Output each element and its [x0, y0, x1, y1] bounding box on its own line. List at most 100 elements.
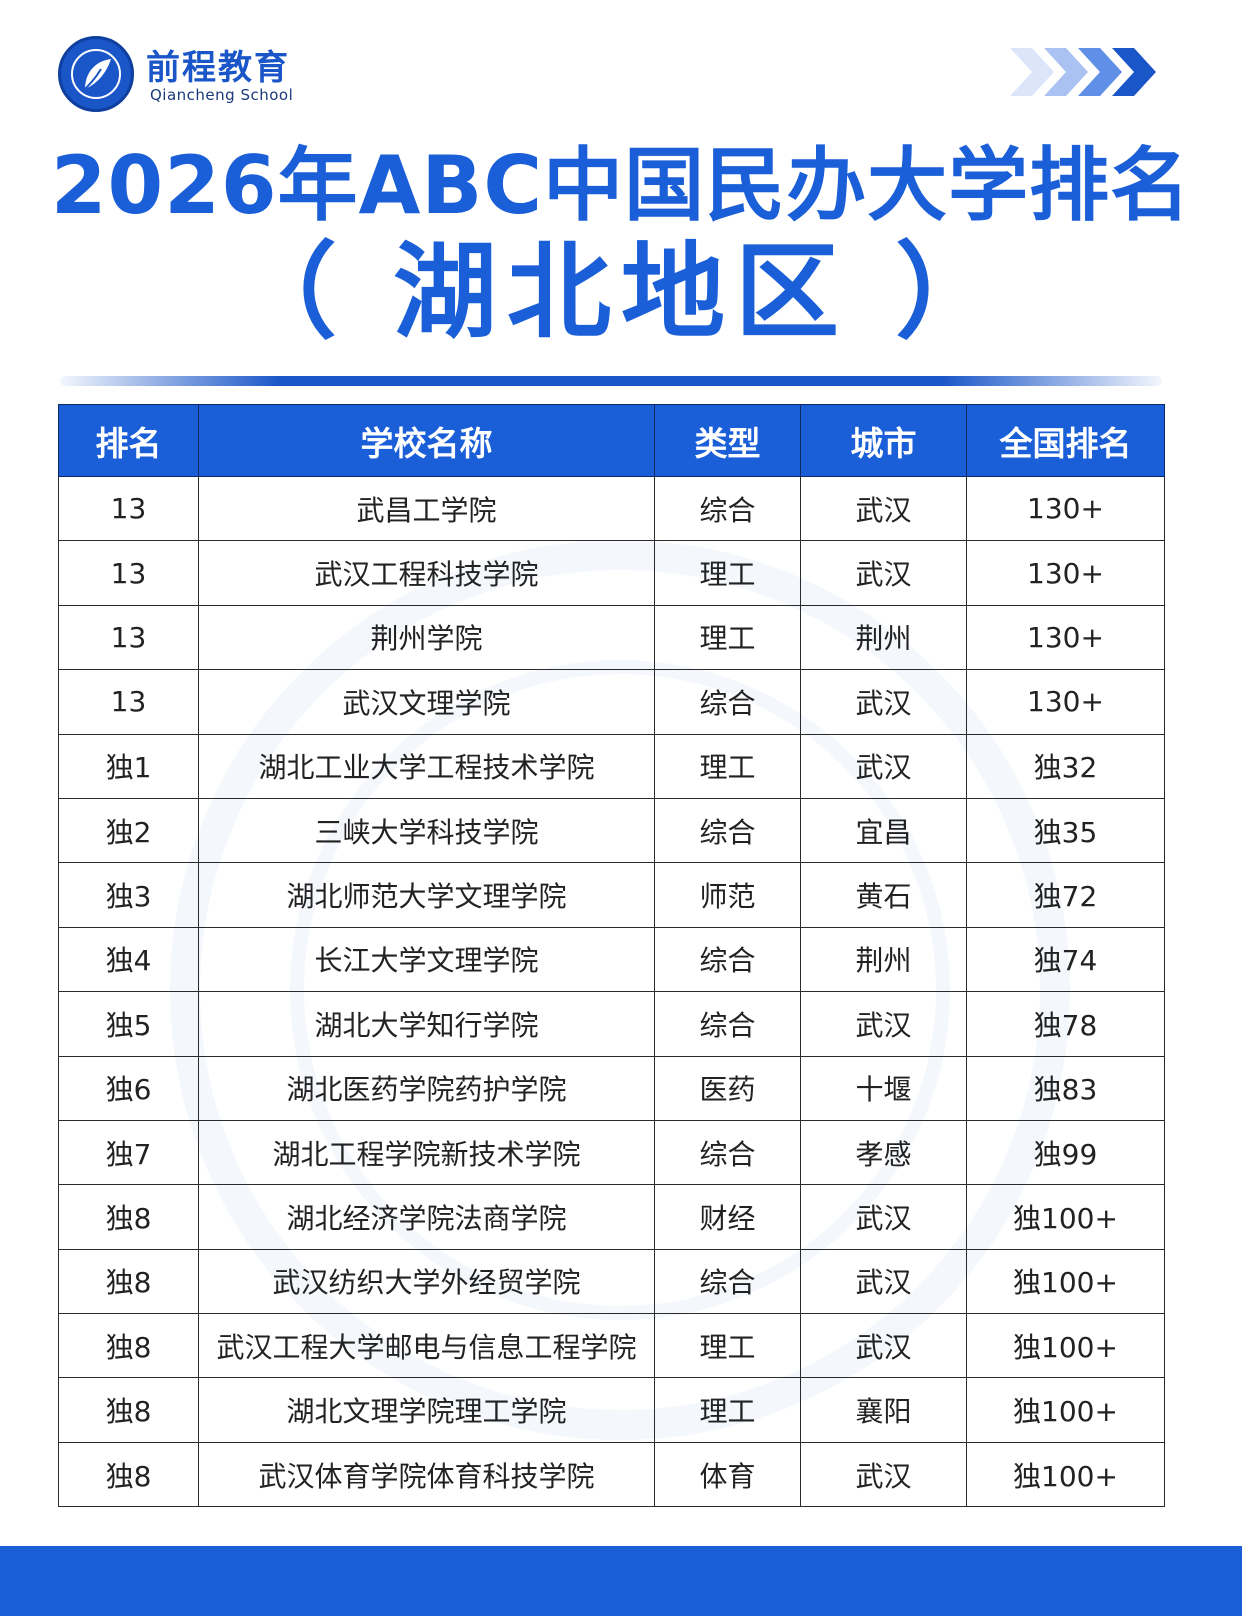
- cell-rank: 13: [58, 669, 199, 735]
- table-row: 独8 武汉纺织大学外经贸学院 综合 武汉 独100+: [58, 1248, 1165, 1315]
- cell-national-rank: 独78: [966, 991, 1165, 1057]
- cell-national-rank: 独99: [966, 1119, 1165, 1186]
- cell-school-name: 湖北经济学院法商学院: [198, 1184, 655, 1250]
- cell-school-name: 湖北文理学院理工学院: [198, 1377, 655, 1443]
- cell-rank: 13: [58, 540, 199, 606]
- header-type: 类型: [654, 404, 801, 477]
- table-row: 13 武昌工学院 综合 武汉 130+: [58, 475, 1165, 542]
- cell-type: 理工: [654, 604, 801, 671]
- cell-type: 综合: [654, 669, 801, 735]
- cell-national-rank: 130+: [966, 475, 1165, 542]
- cell-school-name: 湖北师范大学文理学院: [198, 862, 655, 928]
- cell-type: 综合: [654, 926, 801, 993]
- table-row: 独1 湖北工业大学工程技术学院 理工 武汉 独32: [58, 733, 1165, 799]
- table-row: 13 武汉文理学院 综合 武汉 130+: [58, 669, 1165, 735]
- header-national-rank: 全国排名: [966, 404, 1165, 477]
- ranking-table: 排名 学校名称 类型 城市 全国排名 13 武昌工学院 综合 武汉 130+ 13 武汉工…: [58, 404, 1165, 1508]
- cell-type: 理工: [654, 1313, 801, 1379]
- leaf-icon: [82, 59, 111, 92]
- table-row: 独8 湖北文理学院理工学院 理工 襄阳 独100+: [58, 1377, 1165, 1443]
- cell-rank: 独7: [58, 1119, 199, 1186]
- table-row: 13 武汉工程科技学院 理工 武汉 130+: [58, 540, 1165, 606]
- cell-school-name: 湖北工程学院新技术学院: [198, 1119, 655, 1186]
- cell-type: 师范: [654, 862, 801, 928]
- footer-bar: [0, 1546, 1242, 1616]
- cell-national-rank: 130+: [966, 604, 1165, 671]
- cell-type: 医药: [654, 1055, 801, 1121]
- cell-city: 武汉: [800, 1248, 967, 1315]
- cell-school-name: 武昌工学院: [198, 475, 655, 542]
- brand-logo: 前程教育 Qiancheng School: [58, 36, 318, 112]
- cell-school-name: 三峡大学科技学院: [198, 797, 655, 864]
- cell-rank: 独6: [58, 1055, 199, 1121]
- cell-rank: 独8: [58, 1248, 199, 1315]
- cell-type: 财经: [654, 1184, 801, 1250]
- cell-rank: 独2: [58, 797, 199, 864]
- cell-type: 理工: [654, 733, 801, 799]
- cell-rank: 13: [58, 475, 199, 542]
- cell-national-rank: 130+: [966, 669, 1165, 735]
- table-row: 独5 湖北大学知行学院 综合 武汉 独78: [58, 991, 1165, 1057]
- cell-national-rank: 独100+: [966, 1441, 1165, 1508]
- cell-city: 武汉: [800, 1313, 967, 1379]
- table-row: 独4 长江大学文理学院 综合 荆州 独74: [58, 926, 1165, 993]
- cell-type: 综合: [654, 991, 801, 1057]
- cell-school-name: 武汉工程科技学院: [198, 540, 655, 606]
- cell-rank: 独8: [58, 1377, 199, 1443]
- cell-city: 武汉: [800, 1184, 967, 1250]
- cell-school-name: 武汉工程大学邮电与信息工程学院: [198, 1313, 655, 1379]
- cell-school-name: 武汉纺织大学外经贸学院: [198, 1248, 655, 1315]
- header-school-name: 学校名称: [198, 404, 655, 477]
- cell-city: 十堰: [800, 1055, 967, 1121]
- cell-city: 武汉: [800, 475, 967, 542]
- cell-city: 荆州: [800, 604, 967, 671]
- table-row: 独3 湖北师范大学文理学院 师范 黄石 独72: [58, 862, 1165, 928]
- cell-type: 综合: [654, 1119, 801, 1186]
- header-city: 城市: [800, 404, 967, 477]
- cell-city: 武汉: [800, 733, 967, 799]
- logo-seal-icon: [58, 36, 134, 112]
- cell-rank: 独5: [58, 991, 199, 1057]
- cell-city: 武汉: [800, 669, 967, 735]
- table-row: 独2 三峡大学科技学院 综合 宜昌 独35: [58, 797, 1165, 864]
- cell-school-name: 武汉体育学院体育科技学院: [198, 1441, 655, 1508]
- table-row: 独8 湖北经济学院法商学院 财经 武汉 独100+: [58, 1184, 1165, 1250]
- cell-rank: 13: [58, 604, 199, 671]
- cell-city: 武汉: [800, 1441, 967, 1508]
- header-rank: 排名: [58, 404, 199, 477]
- chevron-arrows-icon: [1010, 48, 1156, 96]
- cell-type: 理工: [654, 540, 801, 606]
- cell-rank: 独8: [58, 1441, 199, 1508]
- cell-rank: 独8: [58, 1184, 199, 1250]
- table-row: 独7 湖北工程学院新技术学院 综合 孝感 独99: [58, 1119, 1165, 1186]
- cell-type: 综合: [654, 1248, 801, 1315]
- brand-name-cn: 前程教育: [146, 48, 290, 88]
- page-title: 2026年ABC中国民办大学排名: [50, 139, 1192, 232]
- cell-school-name: 武汉文理学院: [198, 669, 655, 735]
- cell-type: 综合: [654, 797, 801, 864]
- cell-national-rank: 独100+: [966, 1377, 1165, 1443]
- cell-national-rank: 独32: [966, 733, 1165, 799]
- cell-city: 武汉: [800, 540, 967, 606]
- cell-school-name: 湖北大学知行学院: [198, 991, 655, 1057]
- cell-national-rank: 独100+: [966, 1248, 1165, 1315]
- cell-school-name: 荆州学院: [198, 604, 655, 671]
- cell-rank: 独4: [58, 926, 199, 993]
- table-row: 独8 武汉工程大学邮电与信息工程学院 理工 武汉 独100+: [58, 1313, 1165, 1379]
- cell-type: 综合: [654, 475, 801, 542]
- table-row: 独8 武汉体育学院体育科技学院 体育 武汉 独100+: [58, 1441, 1165, 1508]
- cell-national-rank: 独100+: [966, 1313, 1165, 1379]
- cell-city: 孝感: [800, 1119, 967, 1186]
- table-row: 独6 湖北医药学院药护学院 医药 十堰 独83: [58, 1055, 1165, 1121]
- cell-type: 体育: [654, 1441, 801, 1508]
- cell-city: 襄阳: [800, 1377, 967, 1443]
- cell-national-rank: 独35: [966, 797, 1165, 864]
- cell-national-rank: 独72: [966, 862, 1165, 928]
- cell-type: 理工: [654, 1377, 801, 1443]
- cell-national-rank: 独100+: [966, 1184, 1165, 1250]
- cell-national-rank: 独83: [966, 1055, 1165, 1121]
- cell-city: 荆州: [800, 926, 967, 993]
- cell-city: 宜昌: [800, 797, 967, 864]
- cell-national-rank: 130+: [966, 540, 1165, 606]
